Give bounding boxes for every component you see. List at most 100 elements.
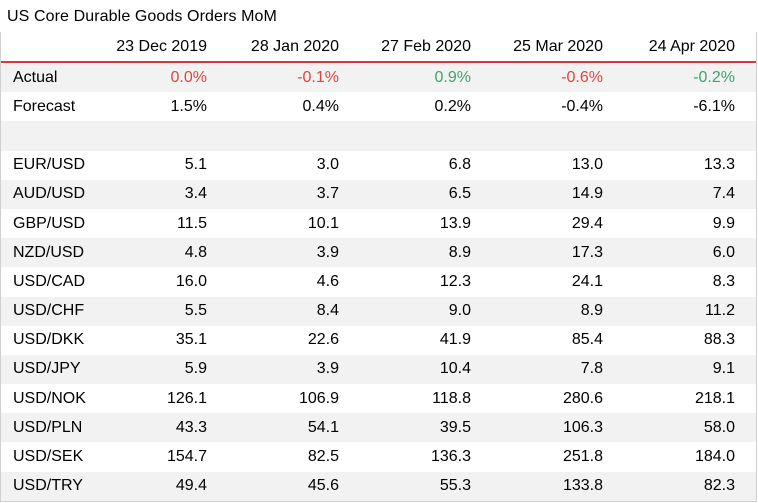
column-header: 27 Feb 2020	[381, 37, 471, 55]
pair-value: 24.1	[571, 272, 603, 290]
pair-value: 9.9	[712, 214, 735, 232]
actual-value: -0.6%	[561, 68, 603, 86]
row-label: Forecast	[13, 97, 76, 115]
row-label: USD/DKK	[13, 331, 85, 349]
table-row: USD/CAD 16.0 4.6 12.3 24.1 8.3	[1, 267, 756, 296]
table-row: EUR/USD 5.1 3.0 6.8 13.0 13.3	[1, 151, 756, 180]
pair-value: 7.4	[712, 185, 735, 203]
forecast-value: 0.4%	[302, 97, 339, 115]
pair-value: 3.9	[316, 360, 339, 378]
pair-value: 43.3	[175, 418, 207, 436]
forecast-value: 0.2%	[434, 97, 471, 115]
pairs-body: EUR/USD 5.1 3.0 6.8 13.0 13.3 AUD/USD 3.4 3.7 6.5…	[1, 151, 756, 501]
pair-value: 5.9	[184, 360, 207, 378]
pair-value: 3.0	[316, 156, 339, 174]
table-row: GBP/USD 11.5 10.1 13.9 29.4 9.9	[1, 209, 756, 238]
actual-value: 0.0%	[170, 68, 207, 86]
pair-value: 13.9	[439, 214, 471, 232]
table-row: USD/PLN 43.3 54.1 39.5 106.3 58.0	[1, 413, 756, 443]
pair-value: 85.4	[571, 331, 603, 349]
actual-row: Actual 0.0% -0.1% 0.9% -0.6% -0.2%	[1, 63, 756, 93]
pair-value: 6.0	[712, 243, 735, 261]
data-table: 23 Dec 2019 28 Jan 2020 27 Feb 2020 25 M…	[0, 32, 757, 502]
pair-value: 154.7	[166, 448, 207, 466]
forecast-value: -6.1%	[693, 97, 735, 115]
pair-value: 88.3	[703, 331, 735, 349]
pair-value: 45.6	[307, 477, 339, 495]
pair-value: 4.6	[316, 272, 339, 290]
row-label: USD/TRY	[13, 477, 83, 495]
pair-value: 82.3	[703, 477, 735, 495]
table-row: USD/NOK 126.1 106.9 118.8 280.6 218.1	[1, 384, 756, 413]
row-label: NZD/USD	[13, 243, 85, 261]
forecast-row: Forecast 1.5% 0.4% 0.2% -0.4% -6.1%	[1, 92, 756, 121]
pair-value: 118.8	[432, 389, 471, 407]
pair-value: 17.3	[571, 243, 603, 261]
pair-value: 4.8	[184, 243, 207, 261]
actual-value: 0.9%	[434, 68, 471, 86]
pair-value: 8.4	[316, 302, 339, 320]
column-header: 25 Mar 2020	[513, 37, 603, 55]
column-header: 24 Apr 2020	[648, 37, 735, 55]
pair-value: 12.3	[439, 272, 471, 290]
table-row: USD/CHF 5.5 8.4 9.0 8.9 11.2	[1, 296, 756, 326]
pair-value: 58.0	[703, 418, 735, 436]
pair-value: 106.9	[298, 389, 339, 407]
row-label: USD/SEK	[13, 448, 84, 466]
row-label: EUR/USD	[13, 156, 86, 174]
pair-value: 218.1	[694, 389, 735, 407]
actual-value: -0.2%	[693, 68, 735, 86]
row-label: USD/CHF	[13, 302, 85, 320]
pair-value: 5.1	[184, 156, 207, 174]
pair-value: 11.5	[177, 214, 207, 232]
column-header: 28 Jan 2020	[250, 37, 339, 55]
pair-value: 14.9	[571, 185, 603, 203]
row-label: USD/JPY	[13, 360, 81, 378]
pair-value: 8.3	[712, 272, 735, 290]
pair-value: 6.8	[448, 156, 471, 174]
pair-value: 3.9	[316, 243, 339, 261]
pair-value: 35.1	[175, 331, 207, 349]
table-row: USD/DKK 35.1 22.6 41.9 85.4 88.3	[1, 326, 756, 355]
pair-value: 5.5	[184, 302, 207, 320]
table-title: US Core Durable Goods Orders MoM	[7, 8, 277, 25]
pair-value: 8.9	[448, 243, 471, 261]
pair-value: 22.6	[307, 331, 339, 349]
pair-value: 6.5	[448, 185, 471, 203]
pair-value: 3.4	[184, 185, 207, 203]
row-label: GBP/USD	[13, 214, 86, 232]
table-row: USD/SEK 154.7 82.5 136.3 251.8 184.0	[1, 442, 756, 471]
table-row: USD/JPY 5.9 3.9 10.4 7.8 9.1	[1, 354, 756, 385]
pair-value: 10.1	[307, 214, 339, 232]
table-row: AUD/USD 3.4 3.7 6.5 14.9 7.4	[1, 179, 756, 209]
pair-value: 3.7	[316, 185, 339, 203]
pair-value: 49.4	[175, 477, 207, 495]
pair-value: 9.1	[712, 360, 735, 378]
pair-value: 82.5	[307, 448, 339, 466]
spacer-row	[1, 121, 756, 151]
pair-value: 41.9	[439, 331, 471, 349]
pair-value: 8.9	[580, 302, 603, 320]
pair-value: 7.8	[580, 360, 603, 378]
pair-value: 184.0	[694, 448, 735, 466]
pair-value: 133.8	[562, 477, 603, 495]
forecast-value: 1.5%	[170, 97, 207, 115]
table-row: NZD/USD 4.8 3.9 8.9 17.3 6.0	[1, 238, 756, 268]
pair-value: 106.3	[562, 418, 603, 436]
table-row: USD/TRY 49.4 45.6 55.3 133.8 82.3	[1, 471, 756, 501]
pair-value: 136.3	[430, 448, 471, 466]
pair-value: 16.0	[175, 272, 207, 290]
pair-value: 13.3	[703, 156, 735, 174]
row-label: USD/NOK	[13, 389, 86, 407]
pair-value: 280.6	[562, 389, 603, 407]
row-label: USD/CAD	[13, 272, 86, 290]
actual-value: -0.1%	[297, 68, 339, 86]
pair-value: 126.1	[166, 389, 207, 407]
row-label: AUD/USD	[13, 185, 86, 203]
header-row: 23 Dec 2019 28 Jan 2020 27 Feb 2020 25 M…	[1, 32, 756, 63]
forecast-value: -0.4%	[561, 97, 603, 115]
column-header: 23 Dec 2019	[116, 37, 207, 55]
pair-value: 29.4	[571, 214, 603, 232]
pair-value: 11.2	[705, 302, 735, 320]
pair-value: 10.4	[439, 360, 471, 378]
